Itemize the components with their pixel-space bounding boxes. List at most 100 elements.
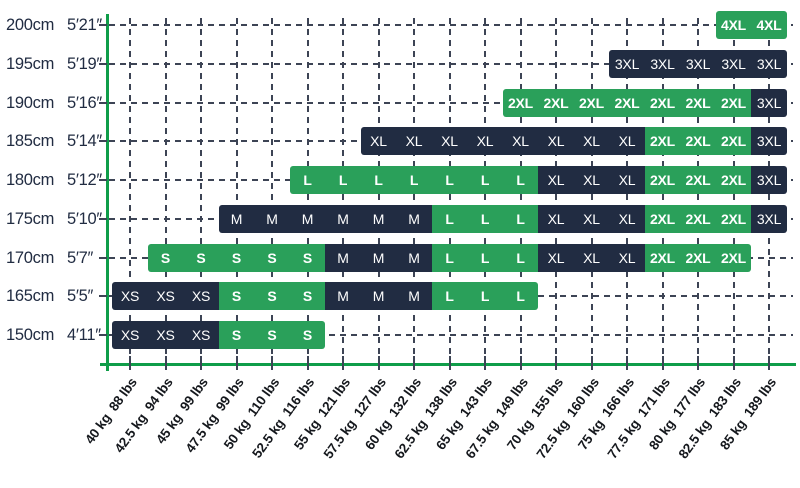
- x-axis-tick: [661, 356, 664, 370]
- size-cell-label: XL: [583, 210, 600, 227]
- size-cell-label: L: [480, 288, 490, 305]
- size-bar-row: XS XS XS S S S M M M L L L: [112, 282, 539, 311]
- size-segment: XS XS XS: [112, 282, 219, 311]
- size-bar-row: 2XL 2XL 2XL 2XL 2XL 2XL 2XL 3XL: [502, 88, 787, 117]
- size-bar-row: L L L L L L L XL XL XL 2XL 2XL 2XL 3XL: [289, 166, 787, 194]
- size-cell-label: M: [337, 249, 349, 266]
- size-cell-label: 2XL: [720, 210, 747, 227]
- size-cell-label: M: [337, 288, 349, 305]
- size-cell-label: M: [230, 210, 243, 227]
- size-bar-row: 4XL 4XL: [715, 11, 787, 39]
- size-segment: 2XL 2XL 2XL 2XL 2XL 2XL 2XL: [502, 88, 752, 117]
- size-cell-label: XS: [120, 288, 140, 305]
- size-cell-label: L: [516, 210, 525, 227]
- size-cell-label: 2XL: [649, 249, 676, 266]
- size-segment: XL XL XL: [538, 204, 645, 233]
- height-cm-label: 180cm: [6, 171, 55, 189]
- h-gridline: [109, 24, 793, 26]
- height-ft-label: 5′21″: [67, 16, 102, 34]
- size-segment: 4XL 4XL: [715, 11, 787, 39]
- v-gridline: [200, 18, 202, 362]
- size-cell-label: L: [374, 172, 383, 188]
- size-cell-label: L: [480, 210, 490, 227]
- x-axis-tick: [555, 356, 557, 370]
- size-cell-label: M: [266, 210, 278, 227]
- height-cm-label: 200cm: [6, 16, 55, 34]
- size-cell-label: L: [445, 249, 454, 266]
- x-axis-tick: [768, 356, 770, 370]
- height-cm-label: 185cm: [6, 132, 55, 151]
- size-cell-label: 2XL: [649, 172, 676, 188]
- y-axis-tick: [99, 295, 107, 298]
- size-cell-label: L: [516, 288, 525, 305]
- size-cell-label: M: [372, 210, 385, 227]
- size-cell-label: S: [160, 249, 171, 266]
- y-axis-label: 190cm 5′16″: [6, 93, 102, 113]
- y-axis-label: 150cm 4′11″: [6, 325, 101, 345]
- y-axis-tick: [99, 24, 107, 26]
- size-cell-label: XS: [156, 327, 175, 343]
- size-cell-label: S: [267, 249, 277, 266]
- size-cell-label: L: [338, 172, 348, 188]
- v-gridline: [271, 18, 273, 362]
- size-bar-row: XS XS XS S S S: [112, 321, 326, 349]
- size-cell-label: 2XL: [720, 94, 747, 111]
- size-cell-label: XS: [191, 288, 211, 305]
- size-cell-label: 2XL: [685, 133, 711, 150]
- size-cell-label: 2XL: [649, 210, 676, 227]
- size-cell-label: XL: [547, 210, 565, 227]
- size-cell-label: 2XL: [685, 210, 711, 227]
- y-axis-tick: [99, 62, 107, 65]
- size-cell-label: S: [267, 288, 277, 305]
- size-cell-label: 3XL: [756, 94, 782, 111]
- height-ft-label: 5′12″: [67, 171, 102, 189]
- size-cell-label: 3XL: [721, 55, 746, 72]
- size-cell-label: XS: [191, 327, 211, 343]
- size-cell-label: M: [372, 249, 385, 266]
- h-gridline: [109, 62, 793, 65]
- x-axis-tick: [519, 356, 522, 370]
- size-cell-label: 2XL: [685, 172, 711, 188]
- size-segment: 2XL 2XL 2XL: [644, 243, 752, 272]
- size-cell-label: M: [337, 210, 349, 227]
- height-ft-label: 5′5″: [67, 287, 94, 306]
- size-cell-label: XS: [156, 288, 175, 305]
- size-cell-label: 4XL: [756, 17, 782, 33]
- height-cm-label: 170cm: [6, 248, 55, 267]
- height-ft-label: 5′16″: [67, 93, 102, 112]
- size-cell-label: 3XL: [756, 55, 782, 72]
- size-segment: XL XL XL: [538, 243, 645, 272]
- x-axis-tick: [484, 356, 486, 370]
- height-cm-label: 175cm: [6, 209, 55, 228]
- size-cell-label: 2XL: [685, 249, 711, 266]
- v-gridline: [164, 18, 167, 362]
- x-axis-tick: [129, 356, 131, 370]
- size-segment: XL XL XL: [538, 166, 645, 194]
- height-ft-label: 5′19″: [67, 54, 102, 73]
- v-gridline: [235, 18, 238, 362]
- y-axis-tick: [99, 179, 107, 181]
- size-segment: 3XL: [751, 166, 787, 194]
- size-cell-label: 3XL: [685, 55, 711, 72]
- size-cell-label: 2XL: [578, 94, 605, 111]
- x-axis-tick: [697, 356, 699, 370]
- y-axis-tick: [99, 256, 107, 259]
- y-axis-line: [106, 14, 109, 371]
- size-cell-label: L: [516, 172, 525, 188]
- size-bar-row: S S S S S M M M L L L XL XL XL 2XL 2XL 2XL: [147, 243, 752, 272]
- size-bar-row: XL XL XL XL XL XL XL XL 2XL 2XL 2XL 3XL: [360, 127, 787, 156]
- size-segment: 3XL 3XL 3XL 3XL 3XL: [609, 49, 787, 78]
- y-axis-tick: [99, 217, 107, 220]
- size-cell-label: S: [302, 288, 313, 305]
- size-cell-label: XL: [512, 133, 529, 150]
- size-cell-label: 3XL: [756, 133, 782, 150]
- height-cm-label: 165cm: [6, 287, 55, 306]
- height-cm-label: 195cm: [6, 54, 55, 73]
- size-cell-label: XL: [547, 249, 565, 266]
- size-cell-label: 2XL: [543, 94, 569, 111]
- size-cell-label: XL: [547, 172, 565, 188]
